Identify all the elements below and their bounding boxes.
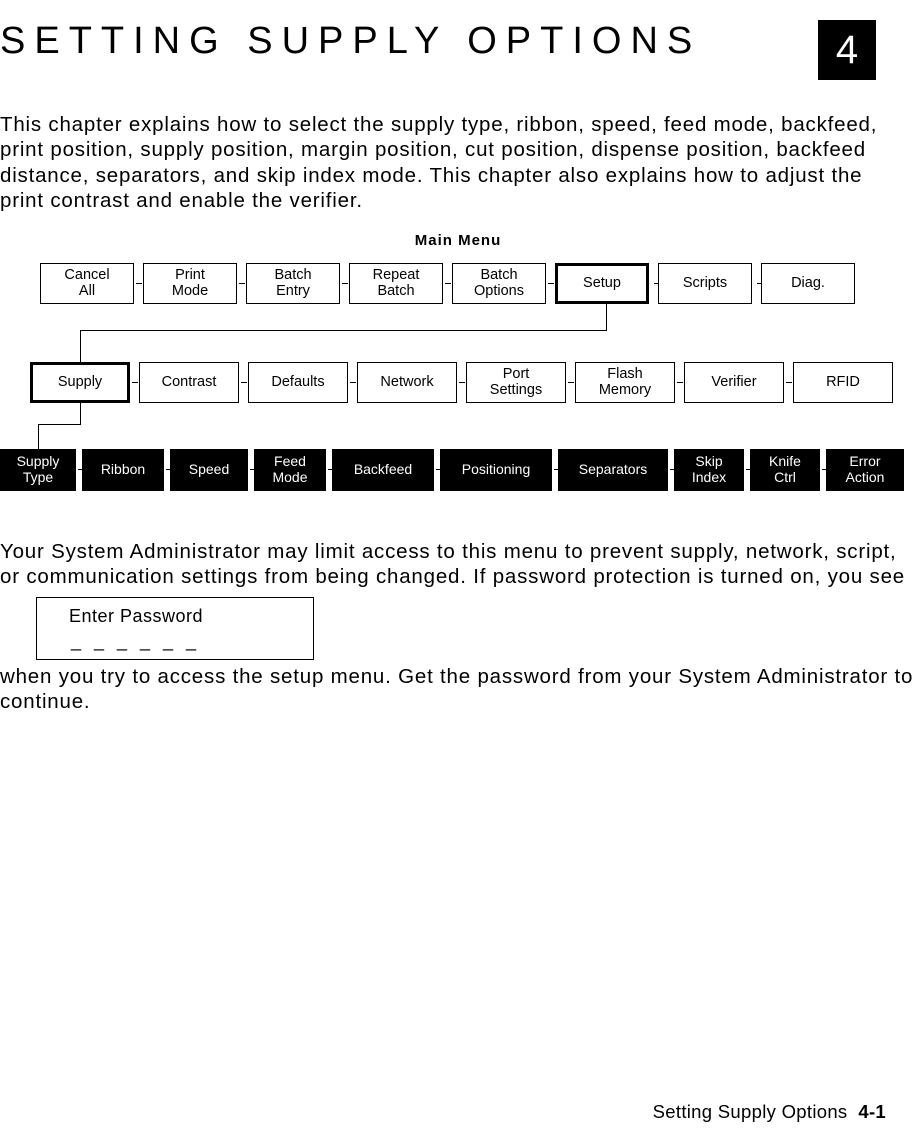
menu-row-1: Cancel AllPrint ModeBatch EntryRepeat Ba…: [40, 263, 855, 304]
menu-box: Batch Options: [452, 263, 546, 304]
menu-box-black: Supply Type: [0, 449, 76, 491]
menu-box: Contrast: [139, 362, 239, 403]
menu-box: Defaults: [248, 362, 348, 403]
connector-line: [606, 304, 607, 330]
connector-line: [80, 403, 81, 424]
menu-box: Verifier: [684, 362, 784, 403]
menu-box: Diag.: [761, 263, 855, 304]
page-title: SETTING SUPPLY OPTIONS: [0, 20, 701, 63]
page-footer: Setting Supply Options 4-1: [653, 1101, 886, 1123]
after-paragraph: when you try to access the setup menu. G…: [0, 664, 916, 715]
menu-diagram: Cancel AllPrint ModeBatch EntryRepeat Ba…: [0, 263, 916, 513]
menu-row-3: Supply TypeRibbonSpeedFeed ModeBackfeedP…: [0, 449, 916, 491]
menu-box-black: Feed Mode: [254, 449, 326, 491]
menu-box: RFID: [793, 362, 893, 403]
menu-box-black: Skip Index: [674, 449, 744, 491]
menu-box: Repeat Batch: [349, 263, 443, 304]
menu-box: Supply: [30, 362, 130, 403]
connector-line: [38, 424, 81, 425]
connector-line: [38, 424, 39, 449]
intro-paragraph: This chapter explains how to select the …: [0, 112, 916, 214]
menu-box-black: Error Action: [826, 449, 904, 491]
menu-title: Main Menu: [0, 232, 916, 249]
menu-box: Network: [357, 362, 457, 403]
menu-box-black: Positioning: [440, 449, 552, 491]
menu-box: Port Settings: [466, 362, 566, 403]
menu-box-black: Speed: [170, 449, 248, 491]
menu-box: Flash Memory: [575, 362, 675, 403]
menu-box-black: Knife Ctrl: [750, 449, 820, 491]
menu-box: Batch Entry: [246, 263, 340, 304]
password-prompt-line2: _ _ _ _ _ _: [69, 629, 299, 653]
chapter-number-box: 4: [818, 20, 876, 80]
menu-box: Scripts: [658, 263, 752, 304]
password-prompt-box: Enter Password _ _ _ _ _ _: [36, 597, 314, 660]
menu-box: Setup: [555, 263, 649, 304]
footer-page: 4-1: [858, 1101, 886, 1122]
footer-text: Setting Supply Options: [653, 1101, 848, 1122]
password-prompt-line1: Enter Password: [69, 604, 299, 628]
menu-box: Print Mode: [143, 263, 237, 304]
menu-box: Cancel All: [40, 263, 134, 304]
connector-line: [80, 330, 81, 362]
menu-row-2: SupplyContrastDefaultsNetworkPort Settin…: [30, 362, 893, 403]
mid-paragraph: Your System Administrator may limit acce…: [0, 539, 916, 590]
menu-box-black: Backfeed: [332, 449, 434, 491]
menu-box-black: Separators: [558, 449, 668, 491]
menu-box-black: Ribbon: [82, 449, 164, 491]
connector-line: [80, 330, 607, 331]
